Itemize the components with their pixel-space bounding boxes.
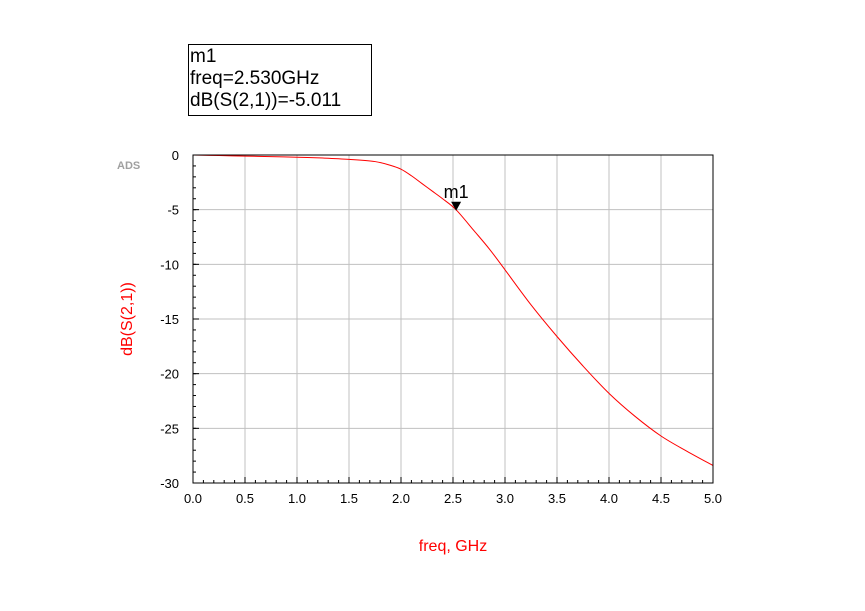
y-tick-labels: 0 -5 -10 -15 -20 -25 -30 (160, 148, 179, 491)
major-ticks (192, 154, 714, 484)
y-tick-label: -20 (160, 367, 179, 382)
marker-name: m1 (190, 46, 217, 67)
y-tick-label: -25 (160, 421, 179, 436)
x-tick-label: 1.0 (288, 491, 306, 506)
plot-frame (192, 154, 714, 484)
marker-label: m1 (444, 182, 469, 202)
y-tick-label: 0 (172, 148, 179, 163)
series-layer (192, 154, 714, 466)
x-tick-label: 4.5 (652, 491, 670, 506)
x-axis-label: freq, GHz (419, 538, 487, 555)
x-tick-label: 5.0 (704, 491, 722, 506)
x-tick-label: 0.5 (236, 491, 254, 506)
x-tick-label: 3.0 (496, 491, 514, 506)
y-tick-label: -30 (160, 476, 179, 491)
marker-readout-box[interactable]: m1 freq=2.530GHz dB(S(2,1))=-5.011 (188, 44, 372, 116)
marker-layer: m1 (444, 182, 469, 211)
series-line-0 (192, 154, 714, 466)
x-tick-labels: 0.0 0.5 1.0 1.5 2.0 2.5 3.0 3.5 4.0 4.5 5.0 (184, 491, 722, 506)
y-tick-label: -10 (160, 257, 179, 272)
ads-watermark: ADS (117, 160, 141, 172)
y-tick-label: -5 (167, 203, 179, 218)
x-tick-label: 1.5 (340, 491, 358, 506)
x-tick-label: 0.0 (184, 491, 202, 506)
x-tick-label: 3.5 (548, 491, 566, 506)
y-tick-label: -15 (160, 312, 179, 327)
y-axis-label: dB(S(2,1)) (119, 282, 136, 356)
x-tick-label: 2.5 (444, 491, 462, 506)
marker-value: dB(S(2,1))=-5.011 (190, 90, 342, 111)
marker-triangle-icon (451, 201, 462, 211)
marker-frequency: freq=2.530GHz (190, 68, 320, 89)
grid-lines (193, 155, 713, 483)
x-tick-label: 2.0 (392, 491, 410, 506)
x-tick-label: 4.0 (600, 491, 618, 506)
